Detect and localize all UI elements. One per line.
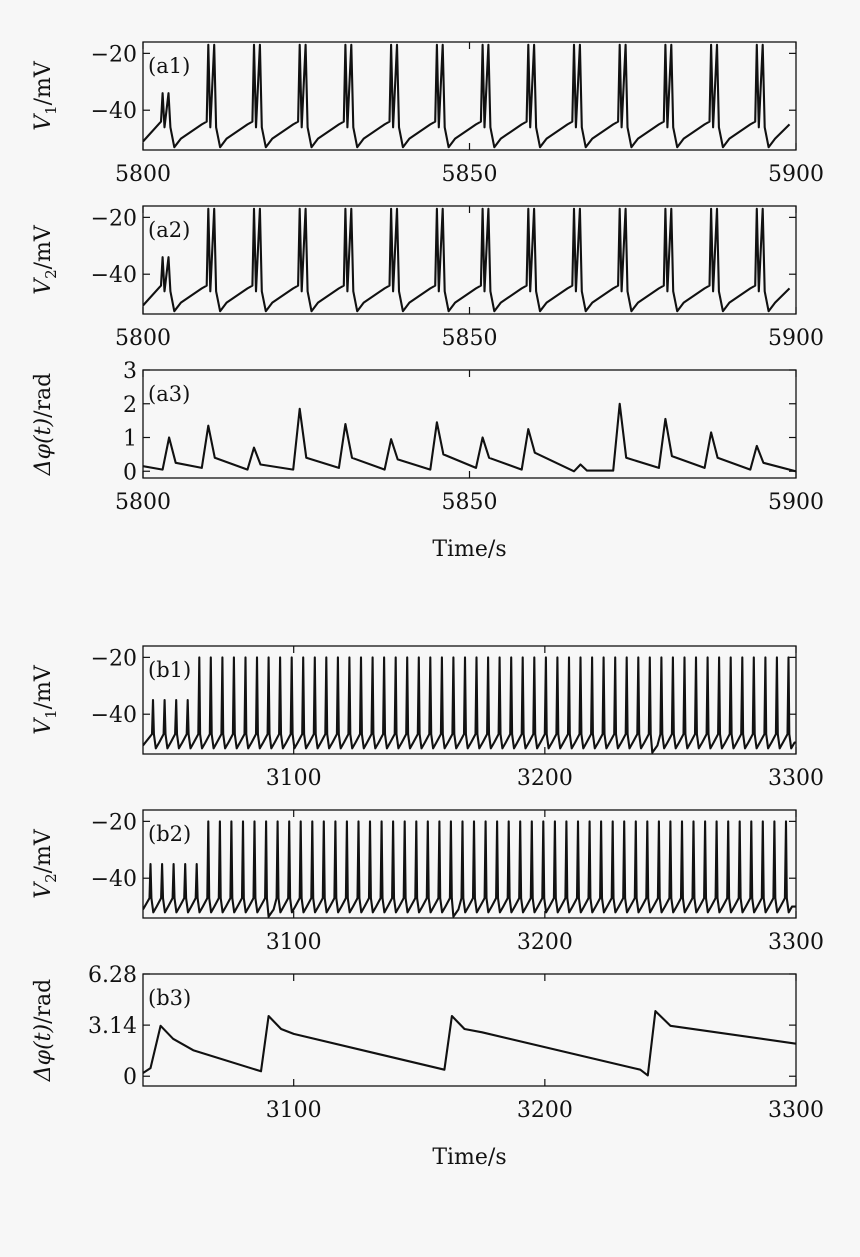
series-line: [143, 207, 791, 313]
plot-frame: [142, 645, 797, 755]
y-tick-label: −40: [91, 867, 137, 892]
panel-a1: 5800 5850 5900 −20 −40 (a1) V1/mV: [31, 41, 824, 187]
y-axis-label: V2/mV: [31, 828, 60, 899]
series-line: [143, 43, 791, 149]
panel-label: (a1): [148, 54, 190, 78]
x-tick-label: 5900: [768, 490, 824, 515]
plot-frame: [142, 973, 797, 1087]
x-tick-label: 3100: [266, 1098, 322, 1123]
x-tick-label: 3200: [517, 1098, 573, 1123]
y-axis-label: V1/mV: [31, 664, 60, 735]
y-axis-label: V1/mV: [31, 60, 60, 131]
plot-frame: [142, 369, 797, 479]
y-tick-label: −20: [91, 206, 137, 231]
panel-label: (a2): [148, 218, 190, 242]
x-tick-label: 3300: [768, 1098, 824, 1123]
panel-b1: 3100 3200 3300 −20 −40 (b1) V1/mV: [31, 645, 824, 791]
y-tick-label: −20: [91, 42, 137, 67]
y-tick-label: 0: [123, 1065, 137, 1090]
x-axis-label: Time/s: [432, 1145, 506, 1170]
y-tick-label: −40: [91, 99, 137, 124]
plot-frame: [142, 809, 797, 919]
y-tick-label: −20: [91, 810, 137, 835]
y-axis-label: Δφ(t)/rad: [31, 373, 56, 476]
x-tick-label: 3200: [517, 766, 573, 791]
series-line: [143, 820, 796, 918]
x-tick-label: 5800: [115, 490, 171, 515]
x-tick-label: 5900: [768, 326, 824, 351]
x-axis-label: Time/s: [432, 537, 506, 562]
panel-b2: 3100 3200 3300 −20 −40 (b2) V2/mV: [31, 809, 824, 955]
x-tick-label: 3100: [266, 766, 322, 791]
panel-a3: 5800 5850 5900 3 2 1 0 (a3) Δφ(t)/rad Time/s: [31, 359, 824, 562]
x-tick-label: 3200: [517, 930, 573, 955]
series-line: [143, 1010, 796, 1077]
x-tick-label: 3300: [768, 930, 824, 955]
y-tick-label: 3: [123, 359, 137, 384]
x-tick-label: 3100: [266, 930, 322, 955]
x-tick-label: 5800: [115, 162, 171, 187]
panel-b3: 3100 3200 3300 6.28 3.14 0 (b3) Δφ(t)/rad Time/s: [31, 963, 824, 1170]
y-tick-label: 6.28: [88, 963, 137, 988]
y-tick-label: −40: [91, 703, 137, 728]
y-tick-label: 0: [123, 460, 137, 485]
panel-a2: 5800 5850 5900 −20 −40 (a2) V2/mV: [31, 205, 824, 351]
y-tick-label: 1: [123, 427, 137, 452]
plot-frame: [142, 205, 797, 315]
x-tick-label: 5850: [442, 326, 498, 351]
y-axis-label: Δφ(t)/rad: [31, 979, 56, 1082]
panel-label: (b1): [148, 658, 191, 682]
y-tick-label: −20: [91, 646, 137, 671]
panel-label: (a3): [148, 382, 190, 406]
y-tick-label: 3.14: [88, 1014, 137, 1039]
plot-frame: [142, 41, 797, 151]
y-tick-label: 2: [123, 393, 137, 418]
series-line: [143, 656, 796, 754]
series-line: [143, 402, 796, 473]
panel-label: (b2): [148, 822, 191, 846]
y-tick-label: −40: [91, 263, 137, 288]
panel-label: (b3): [148, 986, 191, 1010]
x-tick-label: 5900: [768, 162, 824, 187]
x-tick-label: 3300: [768, 766, 824, 791]
x-tick-label: 5800: [115, 326, 171, 351]
x-tick-label: 5850: [442, 490, 498, 515]
x-tick-label: 5850: [442, 162, 498, 187]
y-axis-label: V2/mV: [31, 224, 60, 295]
